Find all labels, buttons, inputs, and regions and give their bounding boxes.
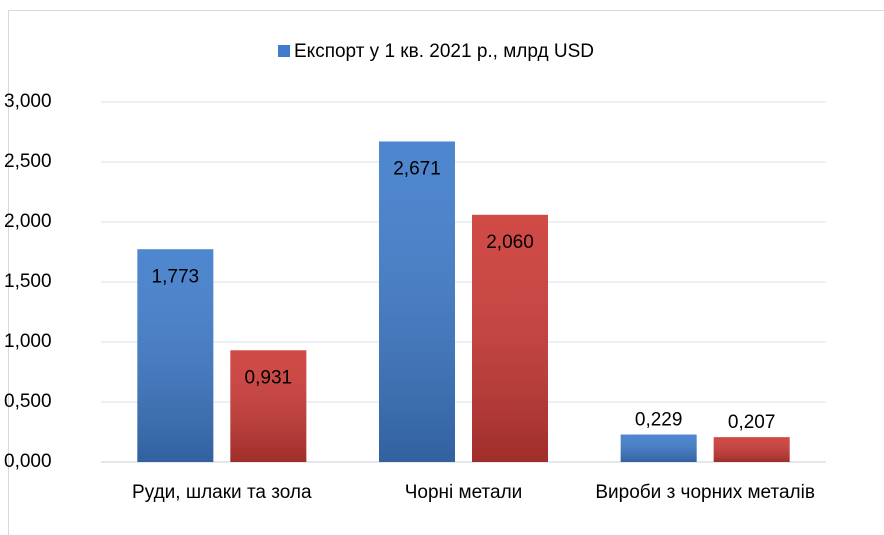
data-label: 1,773	[152, 266, 200, 287]
data-label: 0,207	[728, 412, 776, 433]
y-tick-label: 1,000	[4, 331, 52, 352]
y-tick-label: 2,000	[4, 211, 52, 232]
bar-shade	[472, 214, 548, 462]
y-tick-label: 2,500	[4, 151, 52, 172]
y-tick-label: 3,000	[4, 91, 52, 112]
bar-shade	[230, 350, 307, 462]
bar-shade	[137, 249, 214, 462]
data-label: 0,229	[635, 410, 683, 431]
bar-shade	[379, 141, 455, 463]
data-label: 2,671	[393, 158, 441, 179]
legend-swatch	[278, 45, 290, 57]
x-tick-label: Руди, шлаки та зола	[132, 482, 312, 503]
y-tick-label: 0,500	[4, 391, 52, 412]
x-tick-label: Вироби з чорних металів	[595, 482, 815, 503]
x-tick-label: Чорні метали	[404, 482, 523, 503]
bar-shade	[713, 437, 790, 462]
data-label: 0,931	[245, 367, 293, 388]
legend-label: Експорт у 1 кв. 2021 р., млрд USD	[294, 41, 594, 62]
bar-shade	[620, 434, 697, 462]
y-tick-label: 0,000	[4, 451, 52, 472]
chart-frame	[8, 10, 884, 535]
data-label: 2,060	[486, 232, 534, 253]
y-tick-label: 1,500	[4, 271, 52, 292]
